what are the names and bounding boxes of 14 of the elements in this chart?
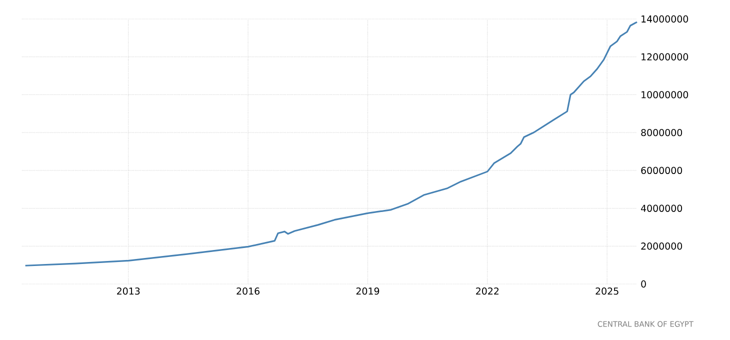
x-tick-label: 2022 bbox=[476, 288, 499, 295]
x-tick-label: 2019 bbox=[356, 288, 380, 295]
y-tick-label: 6000000 bbox=[641, 166, 682, 174]
line-series bbox=[24, 21, 638, 266]
y-tick-label: 2000000 bbox=[641, 242, 682, 250]
y-tick-label: 10000000 bbox=[642, 91, 688, 98]
y-tick-label: 12000000 bbox=[642, 53, 688, 60]
x-tick-label: 2013 bbox=[117, 288, 140, 295]
x-tick-label: 2025 bbox=[596, 288, 618, 295]
y-tick-label: 0 bbox=[641, 280, 646, 288]
y-tick-label: 14000000 bbox=[642, 15, 688, 23]
y-tick-label: 4000000 bbox=[640, 204, 682, 212]
x-tick-label: 2016 bbox=[236, 288, 260, 295]
y-tick-label: 8000000 bbox=[641, 128, 682, 136]
